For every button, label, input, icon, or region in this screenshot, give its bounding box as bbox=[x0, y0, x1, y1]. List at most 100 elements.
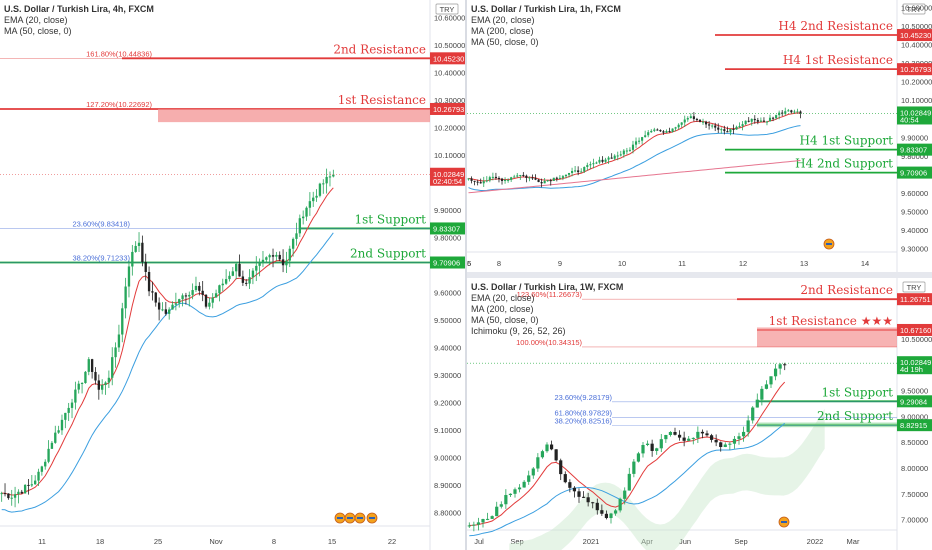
candle-body bbox=[231, 271, 234, 276]
candle-body bbox=[476, 522, 481, 525]
candle-body bbox=[674, 127, 677, 129]
chart-panel-1h[interactable]: U.S. Dollar / Turkish Lira, 1h, FXCM EMA… bbox=[467, 0, 932, 272]
price-tag bbox=[430, 256, 465, 269]
candle-body bbox=[632, 461, 636, 474]
candle-body bbox=[586, 497, 590, 503]
candle-body bbox=[516, 175, 519, 177]
candle-body bbox=[799, 111, 802, 114]
candle-body bbox=[677, 434, 682, 438]
candle-body bbox=[756, 120, 759, 122]
candle-body bbox=[607, 157, 610, 160]
price-tick-label: 10.50000 bbox=[901, 22, 932, 31]
indicator-ma50[interactable]: MA (50, close, 0) bbox=[4, 26, 72, 36]
candle-body bbox=[7, 493, 10, 499]
candle-body bbox=[218, 285, 221, 294]
chart-canvas-1w[interactable]: TRY10.5000010.000009.500009.000008.50000… bbox=[467, 278, 932, 550]
candle-body bbox=[151, 291, 154, 293]
time-tick-label: 10 bbox=[618, 259, 626, 268]
support-label: H4 2nd Support bbox=[795, 157, 893, 171]
candle-body bbox=[191, 290, 194, 295]
candle-body bbox=[656, 129, 659, 131]
candle-body bbox=[467, 178, 470, 180]
ema-line bbox=[468, 112, 801, 182]
price-tick-label: 9.90000 bbox=[901, 133, 928, 142]
indicator-ema[interactable]: EMA (20, close) bbox=[471, 293, 535, 303]
candle-body bbox=[44, 461, 47, 467]
ma200-line bbox=[468, 160, 801, 194]
candle-body bbox=[680, 122, 683, 125]
chart-canvas-1h[interactable]: TRY10.5000010.4000010.3000010.2000010.10… bbox=[467, 0, 932, 272]
candle-body bbox=[328, 176, 332, 178]
candle-body bbox=[104, 382, 107, 385]
price-tag bbox=[430, 102, 465, 115]
candle-body bbox=[308, 201, 312, 208]
candle-body bbox=[738, 126, 741, 128]
candle-body bbox=[619, 154, 622, 156]
current-price-label: 10.02849 bbox=[900, 358, 931, 367]
candle-body bbox=[659, 129, 662, 132]
price-tick-label: 10.20000 bbox=[901, 78, 932, 87]
candle-body bbox=[711, 125, 714, 127]
indicator-ma50[interactable]: MA (50, close, 0) bbox=[471, 315, 539, 325]
ema-line bbox=[469, 381, 786, 526]
price-tick-label: 7.50000 bbox=[901, 490, 928, 499]
candle-body bbox=[315, 195, 318, 198]
candle-body bbox=[479, 182, 482, 184]
indicator-ma50[interactable]: MA (50, close, 0) bbox=[471, 37, 539, 47]
candle-body bbox=[723, 444, 727, 447]
candle-body bbox=[600, 510, 604, 514]
candle-body bbox=[601, 159, 604, 162]
candle-body bbox=[288, 248, 291, 261]
candle-body bbox=[168, 309, 171, 314]
candle-body bbox=[741, 431, 746, 437]
candle-body bbox=[54, 432, 57, 443]
time-tick-label: 15 bbox=[328, 537, 336, 546]
price-tag-label: 9.83307 bbox=[433, 224, 460, 233]
candle-body bbox=[332, 174, 335, 177]
candle-body bbox=[525, 175, 528, 178]
candle-body bbox=[528, 177, 531, 179]
fib-label: 23.60%(9.28179) bbox=[554, 393, 612, 402]
indicator-ma200[interactable]: MA (200, close) bbox=[471, 304, 534, 314]
support-label: 2nd Support bbox=[817, 409, 893, 423]
time-tick-label: 12 bbox=[739, 259, 747, 268]
candle-body bbox=[295, 233, 298, 239]
candle-body bbox=[174, 303, 178, 305]
candle-body bbox=[157, 302, 161, 310]
candle-body bbox=[796, 111, 799, 113]
candle-body bbox=[714, 125, 717, 128]
candle-body bbox=[485, 518, 490, 520]
price-tick-label: 9.40000 bbox=[901, 226, 928, 235]
current-price-label: 10.02849 bbox=[900, 108, 931, 117]
candle-body bbox=[641, 445, 645, 454]
time-tick-label: 16 bbox=[467, 259, 471, 268]
panel-divider-vertical bbox=[465, 0, 467, 550]
price-tag-label: 10.67160 bbox=[900, 326, 931, 335]
candle-body bbox=[302, 216, 305, 219]
candle-body bbox=[201, 290, 204, 295]
candle-body bbox=[194, 285, 198, 291]
candle-body bbox=[677, 124, 680, 128]
event-flag-icon bbox=[337, 517, 343, 519]
candle-body bbox=[751, 407, 755, 421]
candle-body bbox=[613, 155, 616, 159]
price-tick-label: 8.80000 bbox=[434, 508, 461, 517]
candle-body bbox=[552, 177, 555, 181]
currency-badge bbox=[435, 3, 459, 15]
indicator-ema[interactable]: EMA (20, close) bbox=[471, 15, 535, 25]
candle-body bbox=[94, 371, 97, 381]
chart-panel-4h[interactable]: U.S. Dollar / Turkish Lira, 4h, FXCM EMA… bbox=[0, 0, 465, 550]
indicator-ema[interactable]: EMA (20, close) bbox=[4, 15, 68, 25]
time-tick-label: 2021 bbox=[583, 537, 600, 546]
candle-body bbox=[701, 121, 705, 123]
fib-label: 61.80%(8.97829) bbox=[554, 408, 612, 417]
candle-body bbox=[589, 164, 592, 166]
chart-panel-1w[interactable]: U.S. Dollar / Turkish Lira, 1W, FXCM EMA… bbox=[467, 278, 932, 550]
candle-body bbox=[17, 491, 20, 495]
candle-body bbox=[689, 116, 692, 119]
indicator-ma200[interactable]: MA (200, close) bbox=[471, 26, 534, 36]
indicator-ichimoku[interactable]: Ichimoku (9, 26, 52, 26) bbox=[471, 326, 566, 336]
price-tick-label: 7.00000 bbox=[901, 516, 928, 525]
candle-body bbox=[47, 448, 50, 462]
